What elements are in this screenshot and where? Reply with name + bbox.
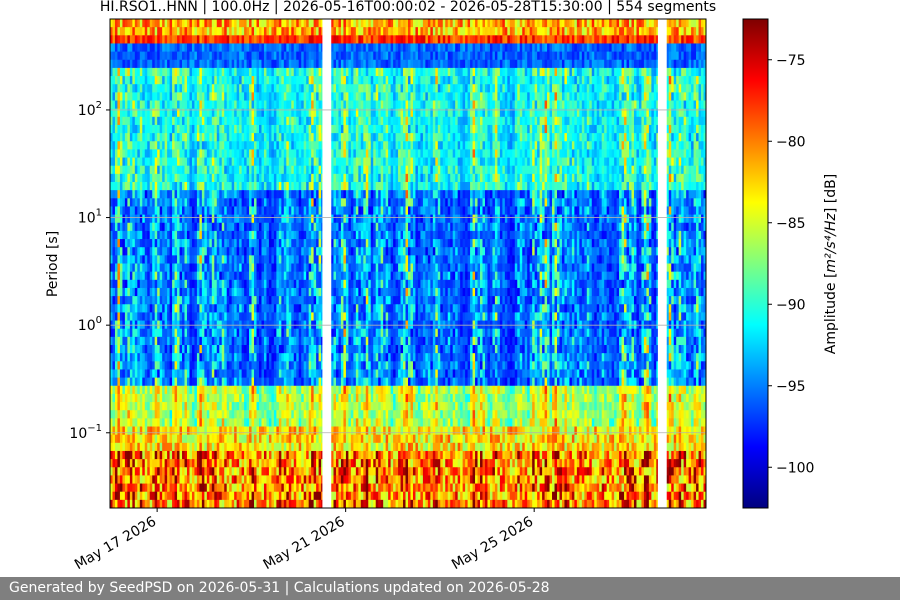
y-tick-label: 102 (78, 100, 102, 119)
y-axis-label: Period [s] (45, 231, 61, 297)
colorbar-gradient (743, 19, 768, 508)
colorbar-tick-label: −75 (776, 53, 806, 69)
colorbar-tick-label: −85 (776, 216, 806, 232)
colorbar-label: Amplitude [m²/s⁴/Hz] [dB] (823, 174, 839, 354)
x-tick-label: May 25 2026 (449, 514, 536, 574)
chart-title: HI.RSO1..HNN | 100.0Hz | 2026-05-16T00:0… (100, 0, 716, 15)
x-tick-label: May 17 2026 (72, 514, 159, 574)
y-tick-label: 101 (78, 208, 102, 227)
y-tick-label: 100 (78, 315, 102, 334)
psd-chart: HI.RSO1..HNN | 100.0Hz | 2026-05-16T00:0… (0, 0, 900, 577)
footer-bar: Generated by SeedPSD on 2026-05-31 | Cal… (0, 577, 900, 600)
footer-text: Generated by SeedPSD on 2026-05-31 | Cal… (9, 580, 550, 596)
y-axis: 10−1 100 101 102 (69, 100, 110, 442)
colorbar-tick-label: −95 (776, 379, 806, 395)
y-tick-label: 10−1 (69, 423, 102, 442)
colorbar-tick-label: −80 (776, 134, 806, 150)
data-gap (322, 19, 331, 508)
colorbar-tick-label: −100 (776, 460, 814, 476)
spectrogram-heatmap (110, 19, 706, 508)
data-gap (658, 19, 667, 508)
colorbar: −75 −80 −85 −90 −95 −100 Amplitude [m²/s⁴/Hz]… (743, 19, 839, 508)
colorbar-ticks: −75 −80 −85 −90 −95 −100 (768, 53, 814, 477)
x-axis: May 17 2026 May 21 2026 May 25 2026 (72, 508, 536, 573)
colorbar-tick-label: −90 (776, 297, 806, 313)
x-tick-label: May 21 2026 (261, 514, 348, 574)
